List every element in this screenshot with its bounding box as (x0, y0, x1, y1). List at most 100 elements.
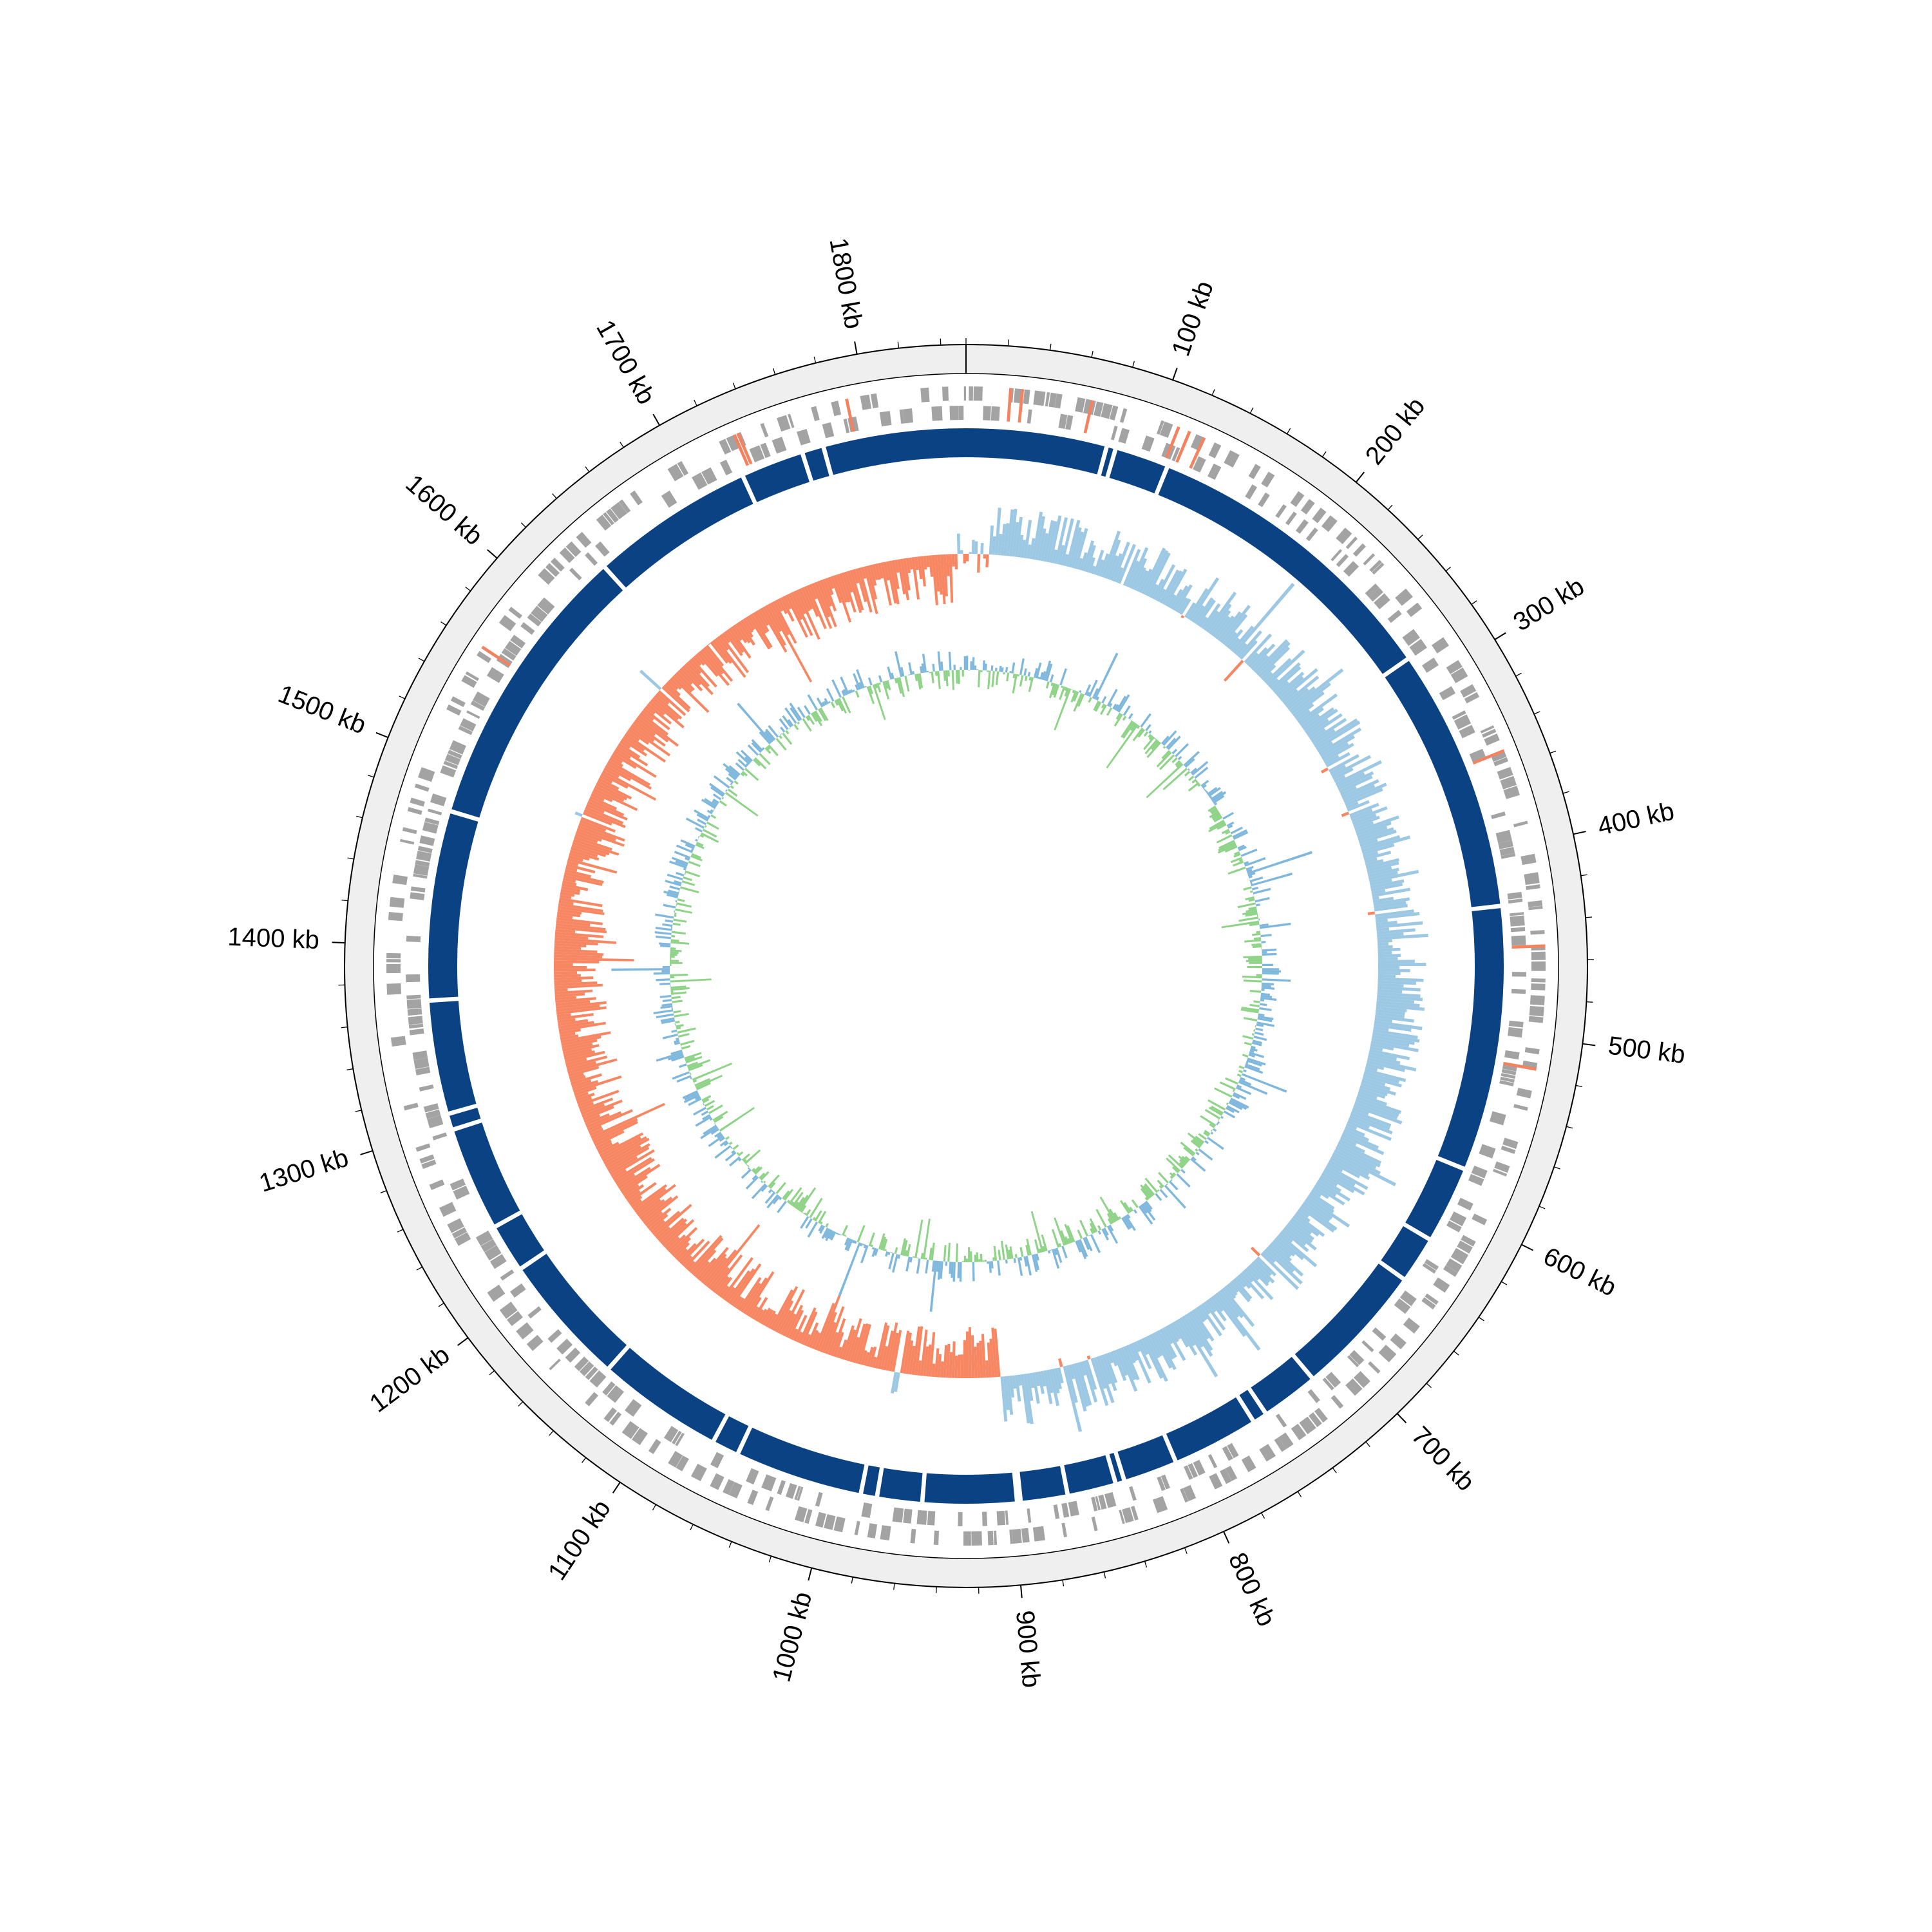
gc-content-bar (1233, 860, 1244, 867)
gc-skew-bar (654, 1204, 692, 1238)
gc-content-bar (1045, 663, 1053, 681)
gc-skew-bar (556, 1013, 571, 1018)
gc-skew-bar (1110, 1351, 1118, 1367)
gc-content-bar (818, 1224, 824, 1232)
gc-skew-bar (968, 1327, 972, 1378)
gc-skew-bar (1228, 1282, 1239, 1293)
gene-feature (1368, 587, 1383, 602)
gene-feature (1220, 1468, 1232, 1484)
gc-content-bar (670, 976, 675, 979)
gc-skew-bar (1335, 1146, 1377, 1170)
gc-skew-bar (755, 610, 770, 632)
rna-feature (1007, 388, 1012, 422)
gene-feature (719, 459, 733, 476)
gc-skew-bar (622, 1184, 639, 1197)
gc-skew-bar (1336, 1144, 1381, 1168)
gc-skew-bar (556, 914, 573, 920)
gene-feature (822, 422, 835, 439)
gc-content-bar (1088, 697, 1092, 703)
gc-content-bar (740, 772, 745, 777)
gc-content-bar (1213, 1128, 1217, 1132)
gc-skew-bar (1311, 1189, 1321, 1198)
gc-content-bar (1106, 1226, 1119, 1244)
gc-skew-bar (686, 661, 710, 687)
gc-content-bar (1195, 780, 1198, 784)
gc-skew-bar (1239, 1272, 1265, 1300)
gc-skew-bar (1377, 992, 1421, 998)
gc-skew-bar (641, 1197, 673, 1222)
gc-content-bar (674, 914, 677, 917)
gene-feature (432, 1132, 448, 1141)
gc-skew-bar (585, 806, 624, 825)
gc-skew-bar (1349, 1115, 1393, 1135)
gc-skew-bar (599, 775, 613, 784)
gc-content-bar (1023, 668, 1027, 676)
gc-content-bar (1084, 684, 1092, 696)
gc-skew-bar (688, 1235, 723, 1273)
gene-feature (1300, 498, 1315, 515)
minor-tick (893, 1583, 895, 1590)
gc-skew-bar (632, 721, 666, 747)
gene-feature (1208, 442, 1222, 459)
gc-content-bar (1106, 1213, 1114, 1224)
gc-content-bar (1256, 914, 1258, 917)
gene-feature (927, 1510, 936, 1526)
gc-content-bar (807, 694, 818, 711)
gc-skew-bar (555, 1000, 591, 1007)
gc-skew-bar (844, 571, 853, 593)
rna-feature (1083, 400, 1094, 433)
gc-content-bar (671, 934, 676, 938)
gc-skew-bar (966, 554, 969, 562)
gene-feature (777, 1480, 786, 1495)
gc-content-bar (786, 1200, 790, 1204)
minor-tick (355, 815, 363, 819)
minor-tick (399, 696, 406, 699)
gc-skew-bar (616, 745, 649, 767)
gc-skew-bar (1324, 754, 1340, 765)
gc-skew-bar (565, 1057, 587, 1066)
gc-content-bar (908, 674, 911, 676)
gc-skew-bar (663, 683, 691, 710)
gc-skew-bar (624, 733, 666, 763)
gc-content-bar (1159, 1189, 1168, 1198)
gene-feature (1171, 447, 1180, 462)
gc-content-bar (1236, 1084, 1242, 1089)
gc-content-bar (1249, 990, 1262, 993)
gene-feature (607, 1385, 625, 1403)
gc-content-bar (997, 1260, 1001, 1276)
gc-content-bar (990, 1261, 994, 1269)
gc-skew-bar (963, 1340, 966, 1378)
gc-content-bar (662, 1034, 678, 1039)
gc-content-bar (1095, 701, 1102, 712)
gene-feature (1409, 639, 1427, 656)
gc-skew-bar (917, 1360, 922, 1376)
gc-skew-bar (1359, 1084, 1388, 1097)
gc-content-bar (1113, 714, 1123, 727)
gc-skew-bar (733, 624, 748, 643)
gc-skew-bar (1260, 664, 1276, 680)
gc-skew-bar (564, 1050, 596, 1061)
gene-feature (453, 1186, 470, 1200)
gc-content-bar (1244, 1065, 1264, 1074)
gc-skew-bar (1086, 1355, 1091, 1360)
major-tick (1223, 1531, 1230, 1544)
gc-skew-bar (630, 723, 655, 743)
gc-skew-bar (914, 556, 919, 571)
gc-content-bar (1200, 780, 1209, 787)
gene-feature (1422, 658, 1439, 673)
gc-skew-bar (1359, 829, 1397, 844)
minor-tick (341, 899, 348, 902)
gc-skew-bar (1285, 1224, 1317, 1251)
gc-content-bar (670, 1049, 683, 1056)
gc-skew-bar (1222, 614, 1248, 645)
gc-content-bar (1000, 1240, 1005, 1260)
gene-feature (1361, 1340, 1374, 1352)
gc-skew-bar (1258, 646, 1291, 678)
gc-skew-bar (1177, 597, 1189, 614)
gc-content-bar (1233, 853, 1241, 858)
gc-content-bar (845, 1236, 848, 1238)
contig-block (1381, 1226, 1428, 1277)
gene-feature (507, 1311, 523, 1327)
gc-content-bar (1168, 1180, 1179, 1191)
gc-skew-bar (1282, 1228, 1309, 1253)
